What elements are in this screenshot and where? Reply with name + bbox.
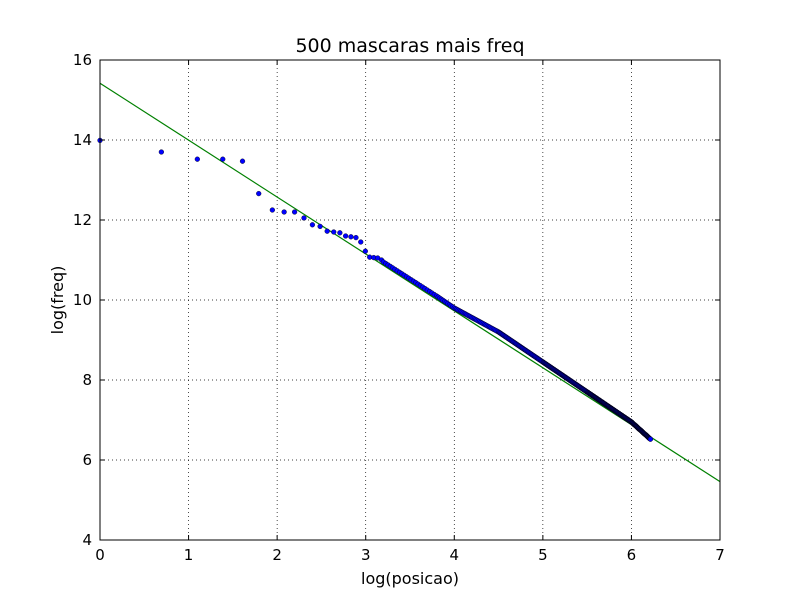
data-point (239, 158, 246, 164)
data-point (158, 149, 164, 155)
data-point (337, 230, 343, 236)
data-point (220, 156, 226, 162)
x-tick-label: 7 (715, 546, 725, 564)
x-tick-label: 4 (450, 546, 460, 564)
x-tick-label: 0 (95, 546, 105, 564)
y-tick-label: 6 (82, 451, 92, 469)
fit-line-layer (99, 82, 721, 483)
x-tick-label: 2 (272, 546, 282, 564)
data-point (358, 239, 364, 245)
y-axis-label: log(freq) (48, 266, 67, 335)
data-points-layer (97, 137, 654, 442)
data-point (291, 209, 298, 215)
y-tick-label: 12 (73, 211, 92, 229)
data-point (353, 235, 359, 241)
y-tick-label: 8 (82, 371, 92, 389)
x-tick-label: 5 (538, 546, 548, 564)
data-point (194, 156, 200, 162)
data-point (647, 436, 654, 442)
x-tick-label: 1 (184, 546, 194, 564)
data-point (309, 222, 315, 228)
x-tick-label: 6 (627, 546, 637, 564)
x-tick-label: 3 (361, 546, 371, 564)
data-point (348, 234, 354, 240)
data-point (317, 223, 323, 230)
data-point (331, 229, 337, 235)
y-tick-label: 14 (73, 131, 92, 149)
y-tick-label: 10 (73, 291, 92, 309)
data-point (256, 191, 262, 197)
data-point (343, 233, 349, 239)
data-point (281, 209, 287, 215)
data-point (324, 228, 330, 234)
chart-title: 500 mascaras mais freq (295, 35, 524, 57)
fit-line (99, 82, 721, 483)
y-tick-label: 16 (73, 51, 92, 69)
grid-lines (100, 60, 720, 540)
data-point (269, 207, 275, 213)
x-axis-label: log(posicao) (361, 569, 459, 588)
y-tick-label: 4 (82, 531, 92, 549)
data-point (301, 215, 307, 221)
axis-ticks (99, 59, 721, 541)
data-point (362, 248, 368, 254)
